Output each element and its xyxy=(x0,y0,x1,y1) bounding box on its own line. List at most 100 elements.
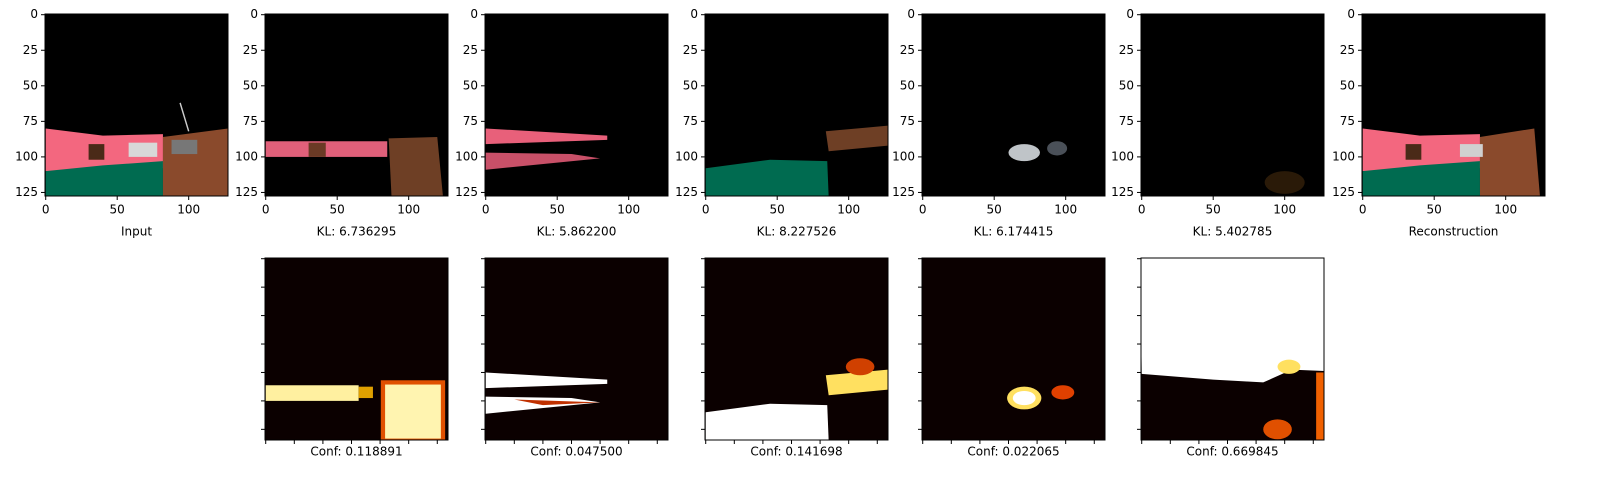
x-tick-label: 100 xyxy=(617,203,640,217)
y-tick-label: 75 xyxy=(900,114,915,128)
x-tick-label: 0 xyxy=(919,203,927,217)
y-tick-label: 100 xyxy=(1332,149,1355,163)
axes-frame xyxy=(484,13,669,197)
kl-image xyxy=(1141,14,1324,196)
y-tick-label: 50 xyxy=(243,78,258,92)
y-tick-label: 50 xyxy=(1340,78,1355,92)
axes-frame xyxy=(1140,13,1325,197)
x-tick-label: 100 xyxy=(397,203,420,217)
kl-image xyxy=(485,14,668,196)
axes-frame xyxy=(1361,13,1546,197)
panel-label: KL: 8.227526 xyxy=(757,225,837,239)
x-tick-label: 0 xyxy=(1138,203,1146,217)
x-tick-label: 50 xyxy=(1427,203,1442,217)
y-tick-label: 75 xyxy=(1119,114,1134,128)
kl-image xyxy=(705,14,888,196)
panel-label: Conf: 0.022065 xyxy=(967,445,1059,459)
y-tick-label: 100 xyxy=(455,149,478,163)
x-tick-label: 50 xyxy=(330,203,345,217)
y-tick-label: 125 xyxy=(235,185,258,199)
axes-frame xyxy=(1140,257,1325,441)
y-tick-label: 0 xyxy=(250,7,258,21)
kl-image xyxy=(265,14,448,196)
y-tick-label: 25 xyxy=(683,43,698,57)
x-tick-label: 0 xyxy=(42,203,50,217)
x-tick-label: 0 xyxy=(702,203,710,217)
panel-label: KL: 6.736295 xyxy=(317,225,397,239)
y-tick-label: 25 xyxy=(900,43,915,57)
y-tick-label: 75 xyxy=(463,114,478,128)
y-tick-label: 75 xyxy=(23,114,38,128)
y-tick-label: 50 xyxy=(463,78,478,92)
x-tick-label: 100 xyxy=(1273,203,1296,217)
y-tick-label: 75 xyxy=(1340,114,1355,128)
x-tick-label: 100 xyxy=(1054,203,1077,217)
y-tick-label: 125 xyxy=(455,185,478,199)
y-tick-label: 100 xyxy=(675,149,698,163)
x-tick-label: 50 xyxy=(110,203,125,217)
kl-image xyxy=(922,14,1105,196)
y-tick-label: 125 xyxy=(1332,185,1355,199)
y-tick-label: 100 xyxy=(235,149,258,163)
y-tick-label: 100 xyxy=(15,149,38,163)
y-tick-label: 125 xyxy=(1111,185,1134,199)
panel-label: KL: 5.862200 xyxy=(537,225,617,239)
axes-frame xyxy=(264,13,449,197)
x-tick-label: 0 xyxy=(482,203,490,217)
axes-frame xyxy=(264,257,449,441)
y-tick-label: 75 xyxy=(243,114,258,128)
x-tick-label: 0 xyxy=(262,203,270,217)
axes-frame xyxy=(704,13,889,197)
input-image xyxy=(45,14,228,196)
y-tick-label: 0 xyxy=(907,7,915,21)
conf-image xyxy=(705,258,888,440)
y-tick-label: 0 xyxy=(30,7,38,21)
y-tick-label: 50 xyxy=(23,78,38,92)
y-tick-label: 25 xyxy=(1119,43,1134,57)
y-tick-label: 100 xyxy=(1111,149,1134,163)
axes-frame xyxy=(484,257,669,441)
y-tick-label: 50 xyxy=(1119,78,1134,92)
panel-label: Conf: 0.141698 xyxy=(750,445,842,459)
x-tick-label: 50 xyxy=(987,203,1002,217)
y-tick-label: 25 xyxy=(1340,43,1355,57)
x-tick-label: 100 xyxy=(1494,203,1517,217)
reconstruction-image xyxy=(1362,14,1545,196)
y-tick-label: 25 xyxy=(463,43,478,57)
y-tick-label: 125 xyxy=(15,185,38,199)
y-tick-label: 100 xyxy=(892,149,915,163)
conf-image xyxy=(1141,258,1324,440)
y-tick-label: 25 xyxy=(243,43,258,57)
x-tick-label: 50 xyxy=(550,203,565,217)
panel-label: Reconstruction xyxy=(1409,225,1499,239)
axes-frame xyxy=(44,13,229,197)
y-tick-label: 0 xyxy=(690,7,698,21)
y-tick-label: 125 xyxy=(675,185,698,199)
conf-image xyxy=(265,258,448,440)
x-tick-label: 50 xyxy=(770,203,785,217)
panel-label: KL: 5.402785 xyxy=(1193,225,1273,239)
y-tick-label: 0 xyxy=(1126,7,1134,21)
panel-label: Input xyxy=(121,225,152,239)
panel-label: Conf: 0.047500 xyxy=(530,445,622,459)
panel-label: Conf: 0.669845 xyxy=(1186,445,1278,459)
x-tick-label: 100 xyxy=(177,203,200,217)
y-tick-label: 0 xyxy=(470,7,478,21)
y-tick-label: 50 xyxy=(683,78,698,92)
y-tick-label: 0 xyxy=(1347,7,1355,21)
axes-frame xyxy=(704,257,889,441)
panel-label: Conf: 0.118891 xyxy=(310,445,402,459)
axes-frame xyxy=(921,13,1106,197)
x-tick-label: 50 xyxy=(1206,203,1221,217)
x-tick-label: 100 xyxy=(837,203,860,217)
y-tick-label: 50 xyxy=(900,78,915,92)
axes-frame xyxy=(921,257,1106,441)
x-tick-label: 0 xyxy=(1359,203,1367,217)
panel-label: KL: 6.174415 xyxy=(974,225,1054,239)
y-tick-label: 25 xyxy=(23,43,38,57)
conf-image xyxy=(922,258,1105,440)
conf-image xyxy=(485,258,668,440)
y-tick-label: 75 xyxy=(683,114,698,128)
y-tick-label: 125 xyxy=(892,185,915,199)
